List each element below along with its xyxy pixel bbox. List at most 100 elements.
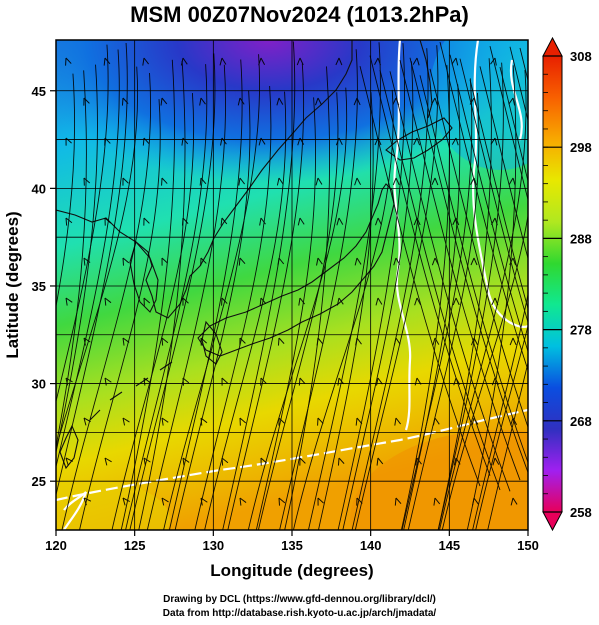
wind-arrowhead: [200, 337, 208, 346]
wind-arrowhead: [278, 497, 286, 506]
streamline: [351, 48, 429, 530]
streamline: [174, 90, 251, 530]
colorbar-label-298: 298: [570, 140, 592, 155]
wind-arrowhead: [65, 57, 72, 66]
wind-arrowhead: [276, 97, 284, 106]
wind-arrowhead: [276, 177, 284, 186]
wind-arrowhead: [83, 97, 90, 106]
streamline: [61, 72, 152, 530]
streamline: [284, 66, 331, 530]
streamline: [255, 97, 317, 530]
wind-arrowhead: [238, 257, 246, 266]
wind-arrowhead: [259, 217, 266, 226]
wind-arrowhead: [316, 257, 323, 266]
colorbar-max-arrow: [542, 36, 563, 57]
wind-arrowhead: [161, 257, 168, 266]
streamline: [111, 93, 195, 530]
streamline: [449, 54, 528, 354]
x-tick-label-130: 130: [202, 538, 224, 553]
wind-arrowhead: [510, 497, 518, 506]
wind-arrowhead: [277, 337, 285, 346]
wind-arrowhead: [375, 217, 382, 226]
wind-arrowhead: [104, 377, 112, 386]
wind-arrowhead: [65, 217, 73, 226]
wind-arrowhead: [181, 217, 189, 226]
map-plot-area: [56, 40, 528, 530]
wind-arrowhead: [394, 417, 402, 426]
wind-arrowhead: [490, 217, 498, 226]
wind-arrowhead: [471, 417, 479, 426]
wind-arrowhead: [394, 497, 402, 506]
wind-arrowhead: [258, 57, 266, 66]
wind-arrowhead: [412, 57, 420, 66]
x-tick-label-140: 140: [360, 538, 382, 553]
wind-arrowhead: [297, 217, 305, 226]
wind-arrowhead: [259, 297, 267, 306]
x-tick-label-120: 120: [45, 538, 67, 553]
ryukyu-islands: [89, 361, 173, 421]
streamline: [317, 92, 374, 530]
streamline: [257, 92, 339, 530]
wind-arrowhead: [104, 217, 112, 226]
streamline: [419, 75, 528, 464]
isotherm-300: [63, 491, 88, 530]
streamline: [389, 71, 511, 492]
wind-arrowhead: [315, 177, 323, 186]
x-tick-label-145: 145: [438, 538, 460, 553]
wind-arrowhead: [122, 177, 129, 186]
streamline: [439, 69, 527, 530]
wind-arrowhead: [509, 257, 517, 266]
wind-arrowhead: [83, 497, 92, 506]
wind-arrowhead: [337, 457, 345, 466]
wind-arrowhead: [452, 297, 460, 306]
streamline: [489, 46, 528, 202]
streamline: [459, 58, 528, 324]
wind-arrowhead: [336, 297, 344, 306]
streamline: [56, 44, 109, 404]
wind-arrowhead: [317, 417, 324, 426]
wind-arrowhead: [430, 97, 438, 106]
streamline: [227, 63, 305, 530]
wind-arrowhead: [161, 337, 169, 346]
wind-arrowhead: [490, 57, 497, 66]
wind-arrowhead: [103, 57, 111, 66]
streamline: [168, 59, 243, 530]
wind-arrowhead: [65, 377, 73, 386]
wind-arrowhead: [182, 377, 190, 386]
wind-arrowhead: [491, 297, 499, 306]
wind-arrowhead: [220, 217, 228, 226]
asia-coastline: [56, 40, 353, 319]
streamline: [479, 66, 528, 261]
japan-honshu-coastline: [197, 183, 395, 357]
streamline: [469, 79, 528, 311]
wind-arrowhead: [239, 497, 247, 506]
wind-arrowhead: [143, 377, 151, 386]
wind-arrowhead: [355, 337, 362, 346]
isotherm-298: [56, 408, 528, 502]
streamline: [399, 59, 521, 481]
streamline: [247, 87, 348, 530]
streamline: [437, 62, 504, 530]
wind-arrowhead: [199, 97, 206, 106]
streamline: [56, 66, 139, 450]
x-tick-label-135: 135: [281, 538, 303, 553]
streamline: [56, 73, 75, 309]
isotherm-290: [393, 40, 412, 431]
map-grid: [56, 40, 528, 530]
colorbar-label-308: 308: [570, 49, 592, 64]
y-tick-label-45: 45: [32, 84, 46, 99]
streamline: [56, 64, 98, 455]
wind-arrowhead: [414, 297, 422, 306]
y-tick-label-35: 35: [32, 279, 46, 294]
wind-arrowhead: [470, 257, 478, 266]
wind-arrowhead: [431, 177, 439, 186]
wind-arrowhead: [143, 297, 151, 306]
wind-arrowhead: [83, 417, 91, 426]
wind-arrowhead: [122, 497, 130, 506]
wind-arrowhead: [277, 257, 285, 266]
coastlines: [56, 40, 453, 470]
x-tick-label-150: 150: [517, 538, 539, 553]
streamline: [293, 89, 394, 530]
wind-arrowhead: [221, 377, 228, 386]
